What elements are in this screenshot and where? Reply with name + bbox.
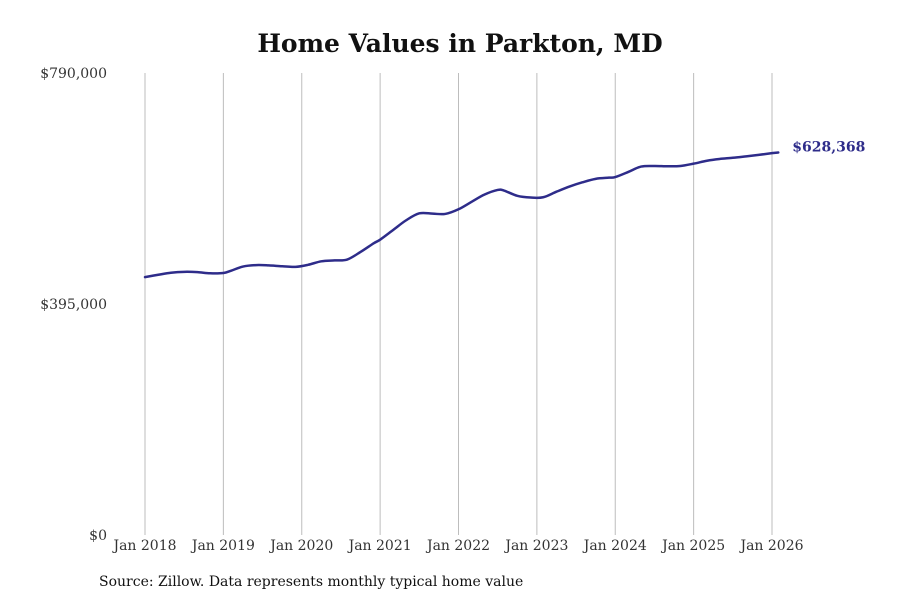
x-tick-label: Jan 2020: [268, 538, 333, 554]
x-tick-label: Jan 2024: [582, 538, 647, 554]
grid-lines: [144, 73, 773, 535]
x-tick-label: Jan 2022: [425, 538, 490, 554]
x-axis-ticks: Jan 2018 Jan 2019 Jan 2020 Jan 2021 Jan 2022…: [111, 538, 803, 554]
x-tick-label: Jan 2023: [503, 538, 568, 554]
y-axis-ticks: $0 $395,000 $790,000: [40, 66, 107, 544]
x-tick-label: Jan 2021: [347, 538, 412, 554]
x-tick-label: Jan 2018: [111, 538, 176, 554]
x-tick-label: Jan 2019: [190, 538, 255, 554]
series-layer: [143, 151, 780, 279]
source-note: Source: Zillow. Data represents monthly …: [99, 574, 524, 590]
last-value-label: $628,368: [792, 140, 865, 156]
x-tick-label: Jan 2025: [660, 538, 725, 554]
y-tick-label: $395,000: [40, 297, 107, 313]
chart-title: Home Values in Parkton, MD: [257, 29, 662, 58]
y-tick-label: $0: [89, 528, 107, 544]
x-tick-label: Jan 2026: [738, 538, 803, 554]
y-tick-label: $790,000: [40, 66, 107, 82]
series-line: [143, 151, 780, 279]
